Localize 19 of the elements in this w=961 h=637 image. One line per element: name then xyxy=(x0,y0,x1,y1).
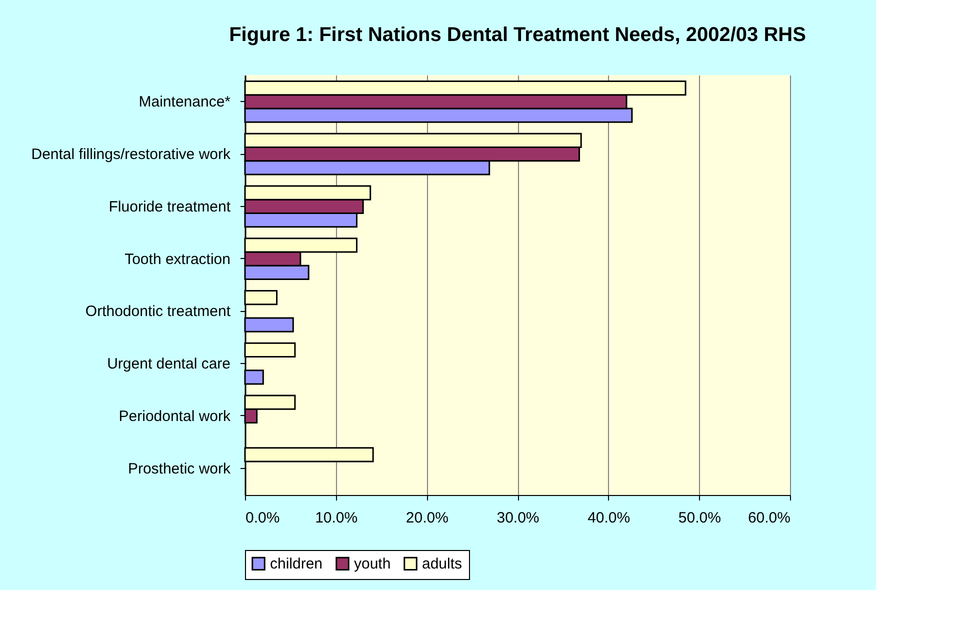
y-tick-label: Tooth extraction xyxy=(124,250,230,268)
y-tick-label: Periodontal work xyxy=(118,408,231,425)
x-tick-label: 60.0% xyxy=(748,510,790,526)
y-tick-label: Orthodontic treatment xyxy=(85,303,232,320)
y-tick-label: Fluoride treatment xyxy=(108,198,232,216)
x-tick-label: 10.0% xyxy=(315,510,358,526)
legend-label: children xyxy=(270,556,323,573)
x-tick-label: 40.0% xyxy=(588,510,630,526)
legend-label: youth xyxy=(354,556,391,573)
legend-label: adults xyxy=(422,556,462,573)
x-tick-label: 0.0% xyxy=(246,510,280,526)
x-tick-label: 20.0% xyxy=(406,510,448,526)
y-tick-label: Dental fillings/restorative work xyxy=(31,146,231,164)
chart-title: Figure 1: First Nations Dental Treatment Needs, 2002/03 RHS xyxy=(229,24,806,46)
y-tick-label: Maintenance* xyxy=(138,94,231,111)
x-tick-label: 50.0% xyxy=(678,510,721,526)
y-tick-label: Prosthetic work xyxy=(128,460,231,478)
y-tick-label: Urgent dental care xyxy=(107,356,230,373)
x-tick-label: 30.0% xyxy=(496,510,540,526)
